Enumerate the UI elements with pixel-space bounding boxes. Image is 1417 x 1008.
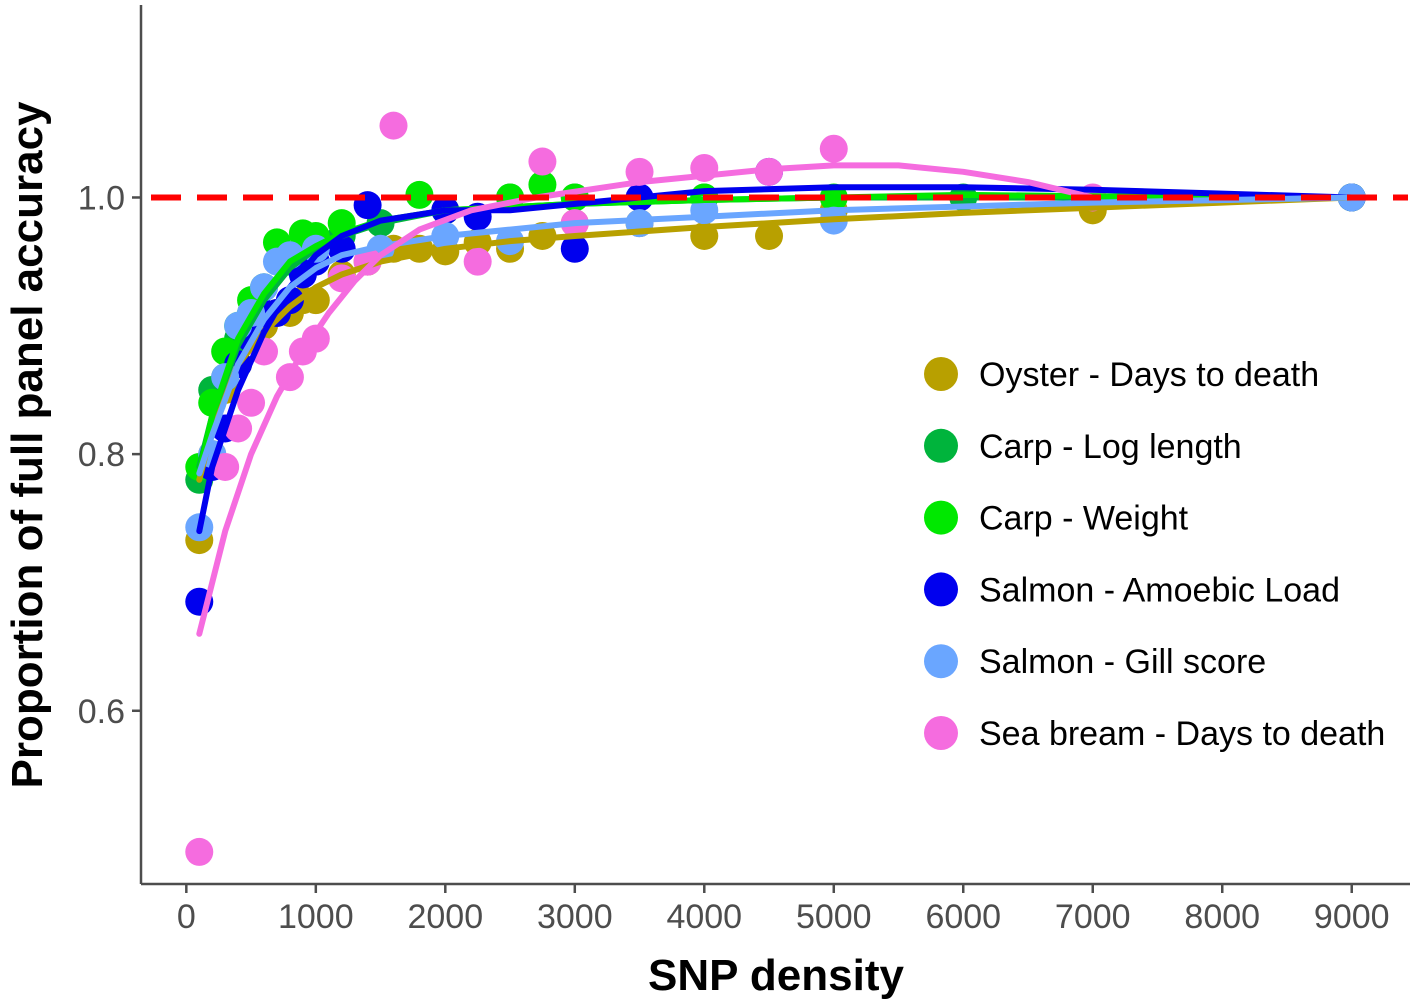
- legend-swatch: [924, 500, 958, 535]
- y-tick-label: 0.6: [78, 693, 125, 731]
- y-tick-label: 1.0: [78, 179, 125, 217]
- x-tick-label: 6000: [925, 898, 1001, 936]
- x-tick-label: 2000: [407, 898, 483, 936]
- data-point: [211, 452, 240, 481]
- x-axis-title: SNP density: [648, 951, 904, 1000]
- series-line-3: [196, 184, 1355, 535]
- legend-swatch: [924, 644, 958, 679]
- y-axis-title: Proportion of full panel accuracy: [3, 101, 52, 789]
- data-point: [237, 388, 266, 417]
- data-point: [755, 221, 784, 250]
- legend-item: Oyster - Days to death: [924, 356, 1319, 394]
- legend-label: Oyster - Days to death: [979, 356, 1319, 394]
- x-tick-label: 5000: [796, 898, 872, 936]
- data-point: [528, 170, 557, 199]
- x-tick-label: 7000: [1055, 898, 1131, 936]
- legend-swatch: [924, 572, 958, 607]
- legend-swatch: [924, 716, 958, 750]
- legend-swatch: [924, 428, 958, 463]
- legend-label: Sea bream - Days to death: [979, 715, 1385, 753]
- legend-label: Carp - Log length: [979, 428, 1242, 466]
- data-point: [185, 837, 214, 866]
- data-point: [819, 134, 848, 163]
- x-tick-label: 9000: [1314, 898, 1390, 936]
- plot-area: [151, 111, 1408, 866]
- legend: Oyster - Days to death Carp - Log length C…: [924, 356, 1385, 753]
- series-line-0: [196, 194, 1355, 483]
- series-line-5: [196, 162, 1096, 637]
- x-tick-label: 1000: [278, 898, 354, 936]
- x-tick-label: 8000: [1184, 898, 1260, 936]
- legend-label: Salmon - Amoebic Load: [979, 571, 1340, 609]
- legend-label: Carp - Weight: [979, 500, 1189, 538]
- x-tick-label: 0: [177, 898, 196, 936]
- data-point: [405, 180, 434, 209]
- axes: 0 1000 2000 3000 4000 5000 6000 7000 8000 9000 0.6…: [78, 5, 1410, 936]
- legend-swatch: [924, 357, 958, 391]
- y-tick-label: 0.8: [78, 436, 125, 474]
- series-line-4: [196, 194, 1355, 477]
- data-point: [379, 111, 408, 140]
- data-point: [463, 247, 492, 276]
- data-point: [224, 414, 253, 443]
- legend-label: Salmon - Gill score: [979, 643, 1266, 681]
- x-tick-label: 4000: [666, 898, 742, 936]
- x-tick-label: 3000: [537, 898, 613, 936]
- legend-item: Carp - Log length: [924, 428, 1242, 466]
- legend-item: Salmon - Amoebic Load: [924, 571, 1340, 609]
- data-point: [560, 234, 589, 263]
- legend-item: Salmon - Gill score: [924, 643, 1266, 681]
- legend-item: Sea bream - Days to death: [924, 715, 1385, 753]
- legend-item: Carp - Weight: [924, 500, 1189, 538]
- data-point: [528, 147, 557, 176]
